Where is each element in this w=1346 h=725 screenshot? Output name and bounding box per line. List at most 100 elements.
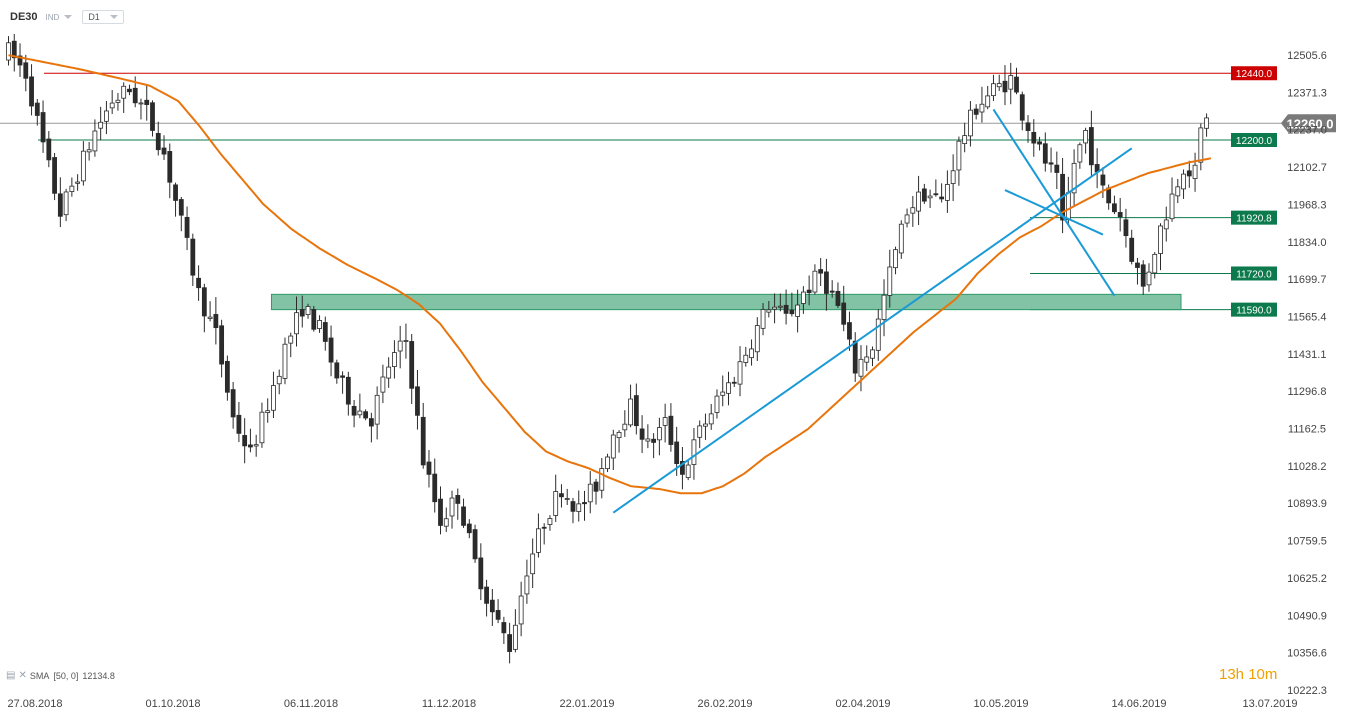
candle[interactable] <box>86 141 92 161</box>
candle[interactable] <box>138 98 144 120</box>
candle[interactable] <box>685 459 691 481</box>
candle[interactable] <box>415 369 420 430</box>
candle[interactable] <box>1198 123 1204 171</box>
candle[interactable] <box>824 258 829 311</box>
candle[interactable] <box>806 275 812 306</box>
candle[interactable] <box>968 101 973 147</box>
candle[interactable] <box>1002 65 1008 106</box>
candle[interactable] <box>236 402 242 443</box>
candle[interactable] <box>904 208 910 228</box>
candle[interactable] <box>1008 62 1014 105</box>
candle[interactable] <box>242 418 248 464</box>
candle[interactable] <box>224 355 230 401</box>
candle[interactable] <box>559 484 564 508</box>
candle[interactable] <box>962 122 968 153</box>
candle[interactable] <box>155 121 161 156</box>
candle[interactable] <box>1163 206 1169 242</box>
candle[interactable] <box>933 179 939 197</box>
candle[interactable] <box>587 471 593 514</box>
candle[interactable] <box>760 303 766 336</box>
candle[interactable] <box>461 498 466 528</box>
timeframe-selector[interactable]: D1 <box>82 10 124 24</box>
candle[interactable] <box>248 428 253 453</box>
candle[interactable] <box>1129 229 1135 265</box>
candle[interactable] <box>34 98 40 126</box>
candle[interactable] <box>409 333 415 405</box>
candle[interactable] <box>852 332 858 382</box>
candle[interactable] <box>841 285 847 332</box>
candle[interactable] <box>11 33 17 72</box>
candle[interactable] <box>1112 195 1117 215</box>
candle[interactable] <box>731 376 737 388</box>
candle[interactable] <box>1158 223 1163 271</box>
candle[interactable] <box>898 220 904 259</box>
candle[interactable] <box>46 131 52 168</box>
candle[interactable] <box>939 183 945 203</box>
candle[interactable] <box>645 424 651 449</box>
candle[interactable] <box>812 264 818 295</box>
candle[interactable] <box>858 345 864 392</box>
candle[interactable] <box>1025 115 1031 143</box>
candle[interactable] <box>1100 167 1106 199</box>
candle[interactable] <box>726 371 731 406</box>
candle[interactable] <box>322 316 328 351</box>
candle[interactable] <box>420 402 426 469</box>
candle[interactable] <box>703 413 708 440</box>
candle[interactable] <box>1042 132 1048 172</box>
candle[interactable] <box>57 177 63 228</box>
candle[interactable] <box>553 474 559 522</box>
candle[interactable] <box>1135 257 1140 285</box>
candle[interactable] <box>52 152 57 201</box>
candle[interactable] <box>777 293 783 312</box>
candle[interactable] <box>639 415 645 454</box>
candle[interactable] <box>374 386 380 440</box>
candle[interactable] <box>501 616 507 644</box>
candle[interactable] <box>910 195 916 227</box>
candle[interactable] <box>783 289 789 325</box>
candle[interactable] <box>633 383 639 435</box>
candle[interactable] <box>1175 178 1181 204</box>
candle[interactable] <box>438 486 443 535</box>
candle[interactable] <box>1186 160 1192 188</box>
candle[interactable] <box>161 135 167 160</box>
candle[interactable] <box>921 183 927 204</box>
candle[interactable] <box>363 409 369 421</box>
candle[interactable] <box>201 283 207 333</box>
candle[interactable] <box>40 100 46 153</box>
candle[interactable] <box>881 279 887 337</box>
candle[interactable] <box>749 339 754 366</box>
candle[interactable] <box>17 43 23 77</box>
market-selector[interactable]: IND <box>46 13 73 22</box>
candle[interactable] <box>432 458 438 513</box>
candle[interactable] <box>213 297 219 345</box>
candle[interactable] <box>397 325 403 369</box>
candle[interactable] <box>507 622 513 664</box>
candle[interactable] <box>207 301 213 322</box>
candle[interactable] <box>403 323 409 359</box>
candle[interactable] <box>944 170 950 213</box>
candle[interactable] <box>1083 127 1089 154</box>
candle[interactable] <box>651 433 657 459</box>
candle[interactable] <box>495 599 501 624</box>
candle[interactable] <box>996 74 1002 91</box>
candle[interactable] <box>299 295 305 328</box>
candle[interactable] <box>518 581 524 637</box>
candle[interactable] <box>512 609 518 653</box>
candle[interactable] <box>1031 119 1037 157</box>
candle[interactable] <box>478 543 484 601</box>
candle[interactable] <box>184 206 190 251</box>
candle[interactable] <box>662 403 668 443</box>
candle[interactable] <box>75 174 81 191</box>
candle[interactable] <box>386 357 392 388</box>
candle[interactable] <box>605 453 610 473</box>
candle[interactable] <box>887 249 893 308</box>
candle[interactable] <box>743 346 749 367</box>
candle[interactable] <box>714 389 720 419</box>
candle[interactable] <box>1181 169 1186 199</box>
candle[interactable] <box>426 450 432 488</box>
candle[interactable] <box>610 429 616 471</box>
candle[interactable] <box>1019 91 1025 131</box>
candle[interactable] <box>253 434 259 457</box>
